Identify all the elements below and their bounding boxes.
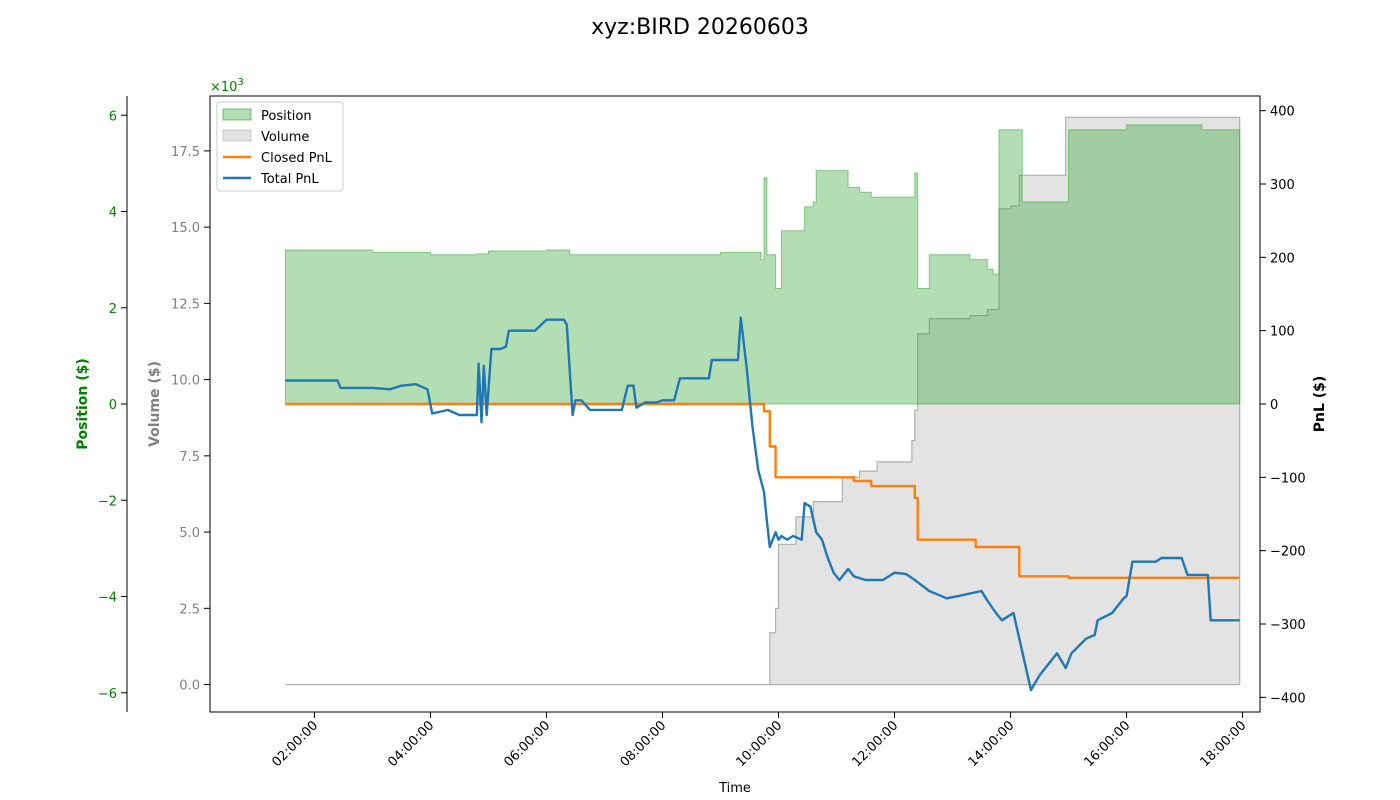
x-tick-label: 16:00:00 [1082, 718, 1134, 770]
legend-box [216, 101, 344, 192]
pnl-tick-label: −300 [1270, 618, 1306, 633]
chart-title: xyz:BIRD 20260603 [591, 15, 809, 40]
pnl-tick-label: −400 [1270, 691, 1306, 706]
legend-swatch-position [222, 108, 252, 121]
position-tick-label: −2 [98, 494, 117, 509]
volume-tick-label: 15.0 [171, 221, 200, 236]
position-tick-label: 2 [109, 302, 117, 317]
pnl-tick-label: 0 [1270, 398, 1278, 413]
position-scale-label: ×103 [210, 77, 244, 95]
volume-tick-label: 17.5 [171, 145, 200, 160]
x-tick-label: 06:00:00 [501, 718, 553, 770]
area-layer [284, 116, 1241, 686]
x-tick-label: 02:00:00 [269, 718, 321, 770]
volume-tick-label: 0.0 [179, 679, 200, 694]
position-tick-label: 0 [109, 398, 117, 413]
legend-swatch-volume [222, 129, 252, 142]
volume-tick-label: 2.5 [179, 602, 200, 617]
legend-label-closed-pnl: Closed PnL [261, 151, 333, 166]
position-tick-label: 4 [109, 206, 117, 221]
closed-pnl-line [285, 402, 1240, 579]
position-area [284, 124, 1241, 405]
volume-axis-label: Volume ($) [147, 361, 163, 447]
position-tick-label: −4 [98, 591, 117, 606]
position-tick-label: −6 [98, 687, 117, 702]
total-pnl-line [285, 316, 1240, 692]
volume-tick-label: 12.5 [171, 297, 200, 312]
volume-tick-label: 5.0 [179, 526, 200, 541]
position-tick-label: 6 [109, 109, 117, 124]
position-scale-exponent: 3 [237, 77, 243, 88]
legend-label-volume: Volume [261, 130, 309, 145]
line-layer [285, 316, 1240, 692]
volume-tick-label: 7.5 [179, 450, 200, 465]
pnl-tick-label: 100 [1270, 325, 1295, 340]
x-axis-label: Time [718, 781, 751, 796]
pnl-axis-label: PnL ($) [1312, 376, 1328, 433]
pnl-tick-label: 300 [1270, 178, 1295, 193]
pnl-tick-label: −100 [1270, 471, 1306, 486]
x-tick-label: 10:00:00 [733, 718, 785, 770]
x-tick-label: 18:00:00 [1198, 718, 1250, 770]
pnl-tick-label: −200 [1270, 545, 1306, 560]
volume-tick-label: 10.0 [171, 374, 200, 389]
legend-label-position: Position [261, 109, 312, 124]
x-tick-label: 14:00:00 [965, 718, 1017, 770]
pnl-tick-label: 200 [1270, 251, 1295, 266]
pnl-tick-label: 400 [1270, 105, 1295, 120]
x-tick-label: 04:00:00 [385, 718, 437, 770]
legend-label-total-pnl: Total PnL [260, 172, 319, 187]
position-axis-label: Position ($) [75, 358, 91, 450]
x-tick-label: 08:00:00 [617, 718, 669, 770]
x-tick-label: 12:00:00 [849, 718, 901, 770]
volume-area [285, 116, 1241, 686]
legend: Position Volume Closed PnL Total PnL [216, 101, 344, 192]
